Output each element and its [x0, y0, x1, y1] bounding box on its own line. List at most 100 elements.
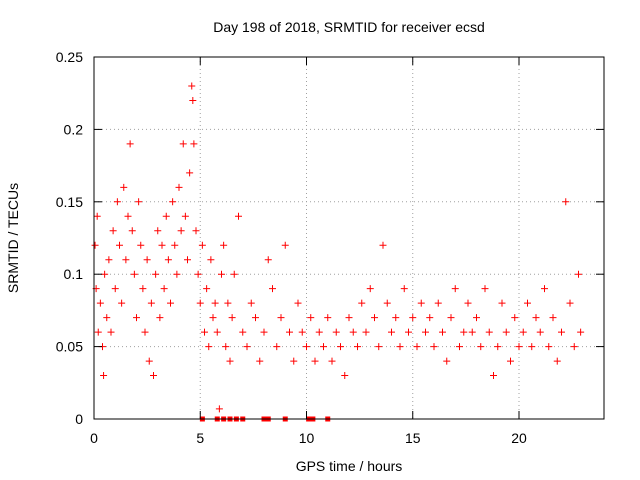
data-point	[281, 241, 289, 249]
data-point	[447, 314, 455, 322]
x-axis-title: GPS time / hours	[296, 458, 403, 474]
data-point	[430, 343, 438, 351]
data-point	[184, 256, 191, 264]
data-point	[341, 372, 349, 380]
data-point	[181, 212, 189, 220]
data-point	[169, 198, 177, 206]
data-point	[532, 314, 540, 322]
data-point	[303, 343, 310, 351]
data-point	[320, 343, 327, 351]
x-tick-label: 15	[405, 430, 421, 446]
data-point	[162, 212, 170, 220]
data-point	[179, 140, 187, 148]
data-point	[388, 328, 395, 336]
data-point	[100, 372, 108, 380]
data-point	[215, 405, 223, 413]
data-point	[570, 343, 578, 351]
data-point	[158, 241, 166, 249]
data-point	[519, 328, 527, 336]
data-point	[128, 227, 136, 235]
axis-layer: 0 0.05 0.1 0.15 0.2 0.25 0 5 10 15 20	[56, 49, 605, 446]
data-point	[143, 256, 151, 264]
data-point	[256, 357, 264, 365]
data-point	[536, 328, 544, 336]
data-point	[315, 328, 323, 336]
data-point	[541, 285, 548, 293]
data-point	[139, 285, 147, 293]
data-point	[337, 343, 344, 351]
data-point	[105, 256, 113, 264]
data-point	[120, 183, 128, 191]
data-point	[464, 299, 472, 307]
data-point	[130, 270, 138, 278]
y-tick-label: 0.1	[64, 266, 84, 282]
data-point	[494, 343, 502, 351]
data-point	[507, 357, 514, 365]
data-point	[515, 343, 523, 351]
data-point	[222, 343, 230, 351]
data-point	[553, 357, 561, 365]
data-point	[545, 343, 553, 351]
y-tick-label: 0	[75, 411, 83, 427]
data-point	[345, 314, 353, 322]
y-tick-label: 0.05	[56, 339, 83, 355]
data-point	[456, 343, 463, 351]
data-point	[264, 256, 272, 264]
data-point	[324, 314, 332, 322]
points-layer	[91, 82, 585, 422]
data-point	[473, 314, 480, 322]
data-point	[218, 270, 225, 278]
data-point	[203, 285, 211, 293]
data-point	[224, 299, 232, 307]
data-point	[575, 270, 582, 278]
data-point	[566, 299, 574, 307]
data-point	[213, 328, 221, 336]
data-point	[194, 270, 202, 278]
data-point	[422, 328, 429, 336]
data-point	[156, 314, 164, 322]
data-point	[188, 82, 196, 90]
data-point	[228, 314, 236, 322]
data-point	[94, 328, 102, 336]
data-point	[177, 227, 185, 235]
y-axis-title: SRMTID / TECUs	[5, 183, 21, 293]
data-point	[328, 357, 336, 365]
x-tick-label: 5	[196, 430, 204, 446]
data-point	[298, 328, 306, 336]
data-point	[511, 314, 519, 322]
data-point	[196, 299, 204, 307]
data-point	[118, 299, 126, 307]
data-point	[434, 299, 442, 307]
data-point	[209, 314, 217, 322]
data-point	[164, 256, 172, 264]
data-point	[230, 270, 238, 278]
data-point	[409, 314, 417, 322]
data-point	[528, 343, 536, 351]
data-point	[558, 328, 565, 336]
data-point	[413, 343, 421, 351]
data-point	[113, 198, 121, 206]
data-point	[294, 299, 302, 307]
data-point	[226, 357, 234, 365]
data-point	[167, 299, 174, 307]
data-point	[383, 299, 391, 307]
data-point	[93, 212, 101, 220]
data-point	[400, 285, 408, 293]
data-point	[124, 212, 132, 220]
x-tick-label: 10	[299, 430, 315, 446]
data-point	[145, 357, 153, 365]
y-tick-label: 0.25	[56, 49, 83, 65]
chart-title: Day 198 of 2018, SRMTID for receiver ecs…	[213, 19, 485, 35]
data-point	[171, 241, 179, 249]
data-point	[122, 256, 130, 264]
data-point	[107, 328, 115, 336]
data-point	[286, 328, 293, 336]
data-point	[150, 372, 157, 380]
data-point	[135, 198, 143, 206]
data-point	[205, 343, 213, 351]
data-point	[243, 343, 251, 351]
y-tick-label: 0.2	[64, 121, 84, 137]
data-point	[103, 314, 111, 322]
data-point	[126, 140, 134, 148]
